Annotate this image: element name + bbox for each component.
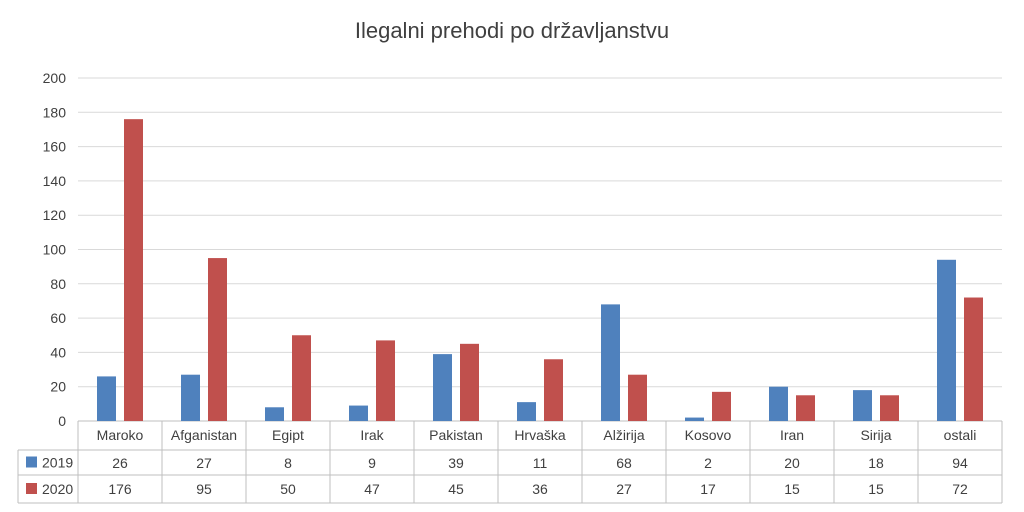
bar-2020: [628, 374, 647, 421]
data-label-2019: 94: [952, 455, 968, 471]
category-label: Hrvaška: [514, 427, 566, 443]
category-label: Afganistan: [171, 427, 237, 443]
y-tick-label: 100: [43, 242, 67, 258]
data-label-2020: 50: [280, 481, 296, 497]
y-tick-label: 180: [43, 104, 67, 120]
data-label-2019: 20: [784, 455, 800, 471]
y-tick-label: 20: [50, 379, 66, 395]
y-tick-label: 80: [50, 276, 66, 292]
bar-2020: [124, 119, 143, 421]
bar-2020: [544, 359, 563, 421]
bar-2019: [265, 407, 284, 421]
data-label-2019: 39: [448, 455, 464, 471]
chart-title: Ilegalni prehodi po državljanstvu: [354, 18, 670, 43]
bar-2019: [937, 259, 956, 421]
bar-2019: [853, 390, 872, 421]
bar-2019: [181, 374, 200, 421]
legend-key-2019: [26, 456, 37, 468]
bar-2019: [97, 376, 116, 421]
data-label-2019: 26: [112, 455, 128, 471]
y-tick-label: 0: [58, 413, 66, 429]
legend-label-2019: 2019: [42, 455, 73, 471]
y-tick-label: 160: [43, 139, 67, 155]
data-label-2019: 11: [533, 455, 548, 471]
bar-2019: [517, 402, 536, 421]
bar-2020: [712, 391, 731, 421]
bar-2020: [796, 395, 815, 421]
bar-2020: [292, 335, 311, 421]
bar-2019: [349, 405, 368, 421]
data-label-2019: 27: [196, 455, 212, 471]
data-label-2019: 8: [284, 455, 292, 471]
data-label-2020: 27: [616, 481, 632, 497]
bar-2019: [433, 354, 452, 421]
bar-2020: [460, 343, 479, 421]
category-label: Maroko: [97, 427, 144, 443]
bar-2020: [880, 395, 899, 421]
data-label-2020: 15: [868, 481, 884, 497]
data-label-2020: 95: [196, 481, 212, 497]
data-label-2020: 17: [700, 481, 716, 497]
category-label: Egipt: [272, 427, 304, 443]
bar-2019: [601, 304, 620, 421]
data-label-2019: 2: [704, 455, 712, 471]
category-label: ostali: [944, 427, 977, 443]
category-label: Kosovo: [685, 427, 732, 443]
y-tick-label: 200: [43, 70, 67, 86]
data-label-2020: 47: [364, 481, 380, 497]
bar-2019: [769, 386, 788, 421]
data-label-2019: 18: [868, 455, 884, 471]
legend-key-2020: [26, 483, 37, 494]
legend-label-2020: 2020: [42, 481, 73, 497]
data-label-2019: 68: [616, 455, 632, 471]
y-tick-label: 60: [50, 310, 66, 326]
data-label-2020: 176: [108, 481, 132, 497]
data-label-2020: 72: [952, 481, 968, 497]
category-label: Sirija: [860, 427, 891, 443]
y-tick-label: 40: [50, 344, 66, 360]
data-label-2020: 36: [532, 481, 548, 497]
bar-2019: [685, 417, 704, 421]
y-tick-label: 140: [43, 173, 67, 189]
data-label-2020: 45: [448, 481, 464, 497]
category-label: Iran: [780, 427, 804, 443]
category-label: Pakistan: [429, 427, 483, 443]
bar-2020: [964, 297, 983, 421]
data-label-2020: 15: [784, 481, 800, 497]
bar-2020: [376, 340, 395, 421]
category-label: Alžirija: [603, 427, 644, 443]
category-label: Irak: [360, 427, 384, 443]
bar-2020: [208, 258, 227, 421]
y-tick-label: 120: [43, 207, 67, 223]
data-label-2019: 9: [368, 455, 376, 471]
